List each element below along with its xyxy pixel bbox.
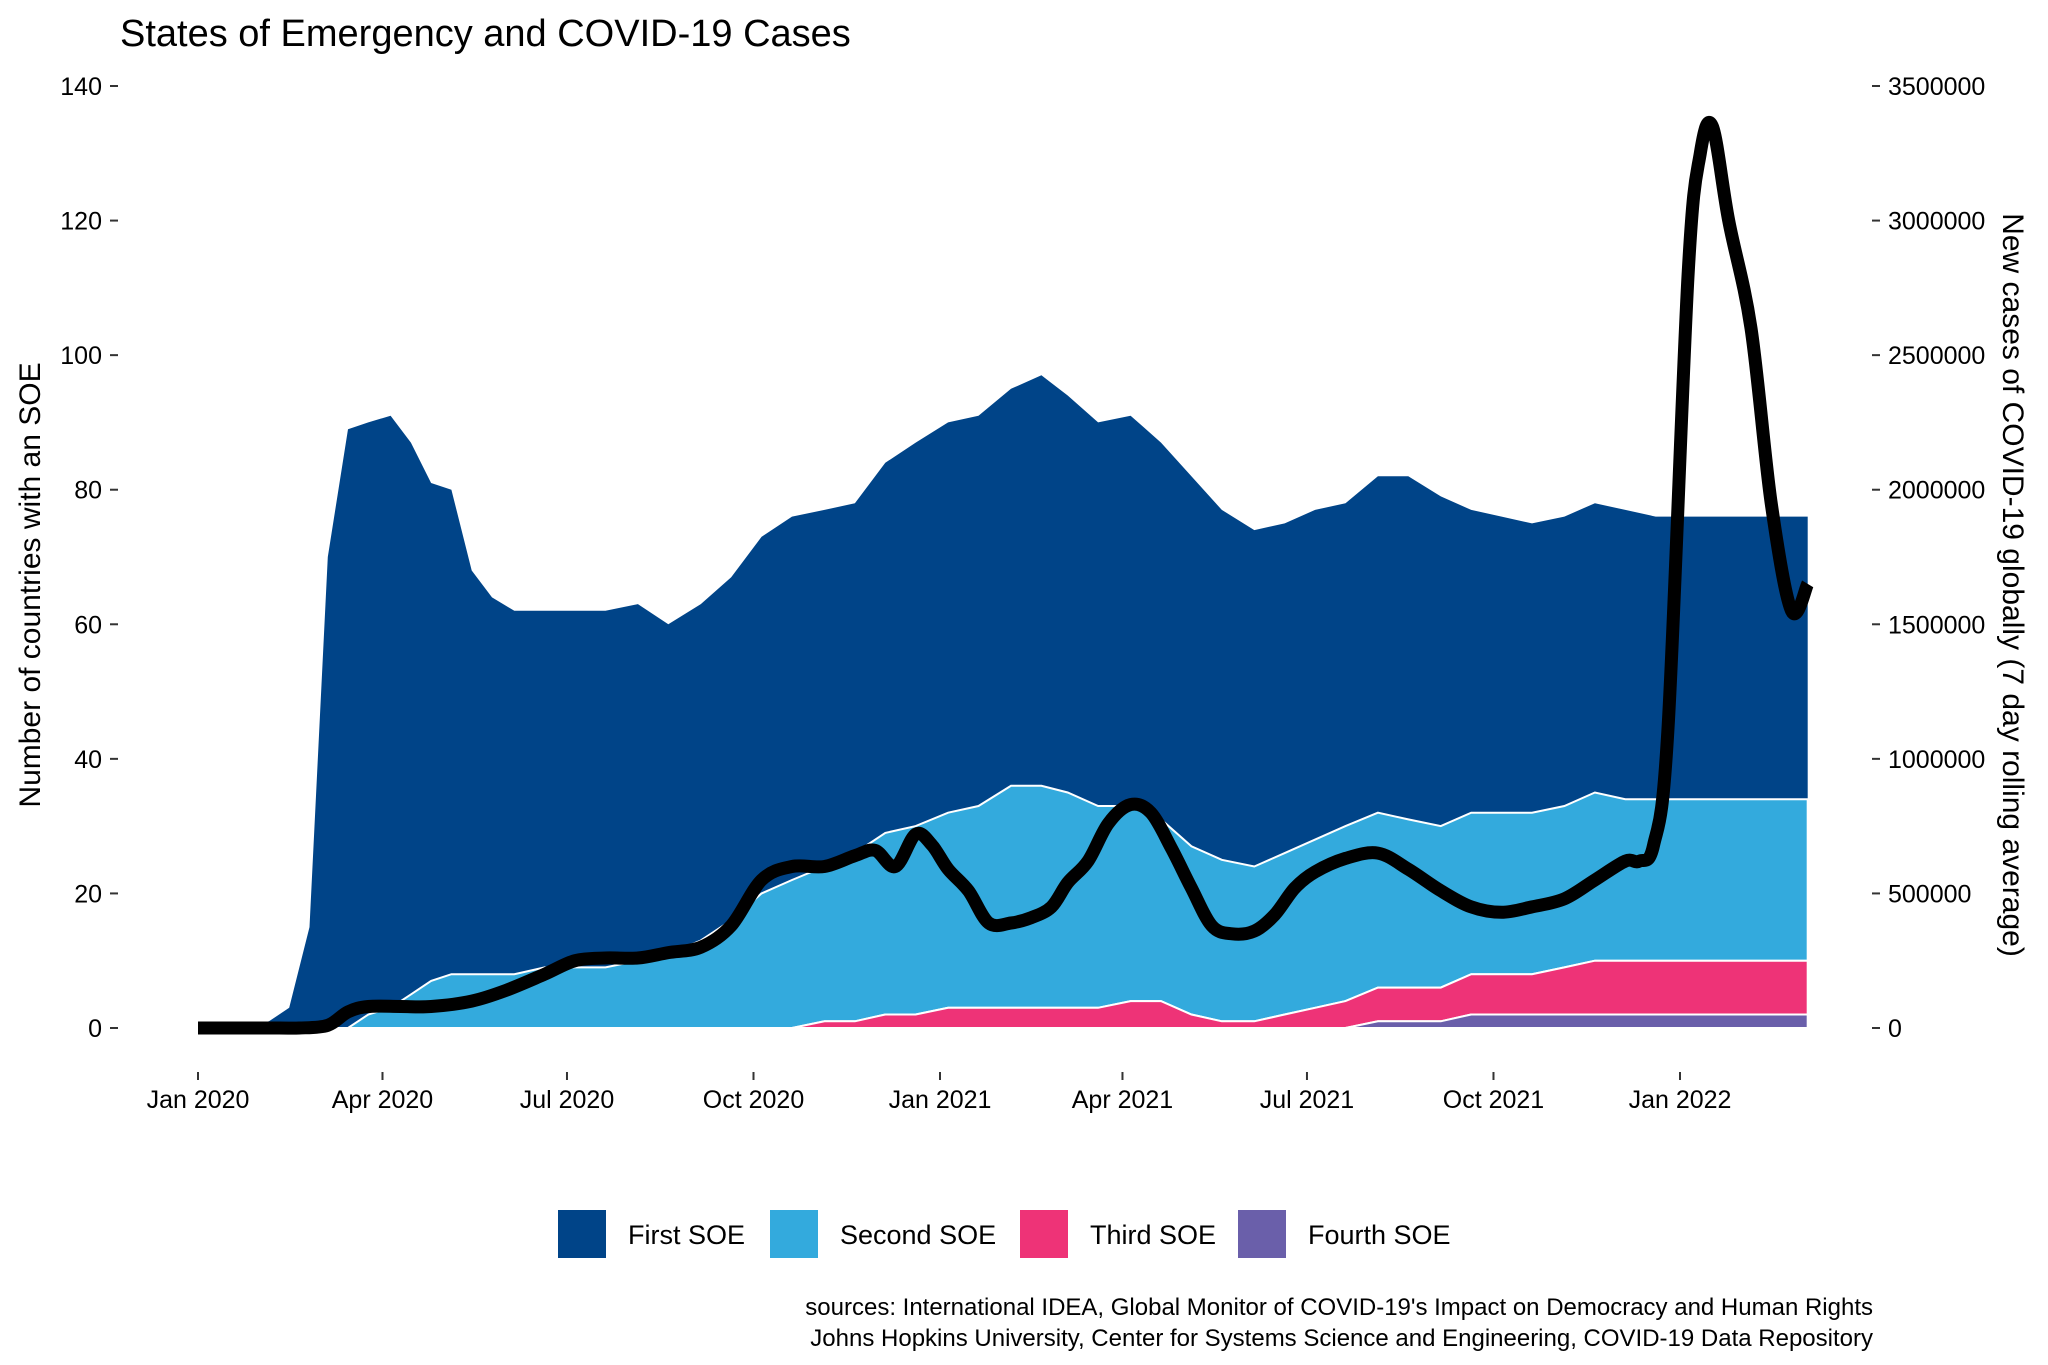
right-tick-label: 1000000 <box>1888 746 1985 774</box>
legend-item-fourth-soe: Fourth SOE <box>1238 1210 1451 1258</box>
legend: First SOE Second SOE Third SOE Fourth SOE <box>558 1210 1451 1258</box>
x-tick-label: Oct 2020 <box>703 1086 804 1114</box>
left-tick-label: 40 <box>74 746 102 774</box>
left-tick-label: 140 <box>60 73 102 101</box>
area-first-soe <box>198 375 1808 1028</box>
x-tick-label: Apr 2020 <box>332 1086 433 1114</box>
legend-item-first-soe: First SOE <box>558 1210 745 1258</box>
caption-line-1: sources: International IDEA, Global Moni… <box>805 1294 1873 1321</box>
x-tick-label: Jan 2022 <box>1629 1086 1732 1114</box>
legend-swatch <box>1238 1210 1286 1258</box>
right-tick-label: 1500000 <box>1888 611 1985 639</box>
left-tick-label: 120 <box>60 208 102 236</box>
caption-line-2: Johns Hopkins University, Center for Sys… <box>810 1325 1873 1352</box>
x-tick-label: Oct 2021 <box>1443 1086 1544 1114</box>
legend-label: Fourth SOE <box>1308 1220 1451 1250</box>
left-y-axis-title: Number of countries with an SOE <box>14 362 47 807</box>
left-tick-label: 0 <box>88 1015 102 1043</box>
legend-label: First SOE <box>628 1220 745 1250</box>
area-layers <box>198 375 1809 1029</box>
x-tick-label: Jul 2021 <box>1260 1086 1355 1114</box>
x-tick-label: Apr 2021 <box>1072 1086 1173 1114</box>
legend-swatch <box>770 1210 818 1258</box>
covid-cases-line-layer <box>197 115 1814 1035</box>
legend-swatch <box>1020 1210 1068 1258</box>
legend-item-second-soe: Second SOE <box>770 1210 996 1258</box>
x-tick-label: Jan 2020 <box>147 1086 250 1114</box>
right-y-axis: 0 500000 1000000 1500000 2000000 2500000 30000… <box>1872 73 1985 1043</box>
left-tick-label: 100 <box>60 342 102 370</box>
right-y-axis-title: New cases of COVID-19 globally (7 day ro… <box>1996 213 2029 957</box>
left-y-axis: 0 20 40 60 80 100 120 140 <box>60 73 118 1043</box>
area-fourth-soe <box>198 1013 1809 1029</box>
right-tick-label: 500000 <box>1888 880 1971 908</box>
right-tick-label: 2500000 <box>1888 342 1985 370</box>
left-tick-label: 80 <box>74 477 102 505</box>
legend-label: Third SOE <box>1090 1220 1216 1250</box>
covid-cases-line <box>197 115 1814 1035</box>
legend-label: Second SOE <box>840 1220 996 1250</box>
right-tick-label: 0 <box>1888 1015 1902 1043</box>
chart-title: States of Emergency and COVID-19 Cases <box>120 13 851 55</box>
left-tick-label: 20 <box>74 880 102 908</box>
right-tick-label: 2000000 <box>1888 477 1985 505</box>
x-tick-label: Jan 2021 <box>889 1086 992 1114</box>
left-tick-label: 60 <box>74 611 102 639</box>
legend-swatch <box>558 1210 606 1258</box>
right-tick-label: 3500000 <box>1888 73 1985 101</box>
right-tick-label: 3000000 <box>1888 208 1985 236</box>
x-tick-label: Jul 2020 <box>520 1086 615 1114</box>
legend-item-third-soe: Third SOE <box>1020 1210 1216 1258</box>
x-axis: Jan 2020 Apr 2020 Jul 2020 Oct 2020 Jan 2021… <box>147 1072 1732 1114</box>
